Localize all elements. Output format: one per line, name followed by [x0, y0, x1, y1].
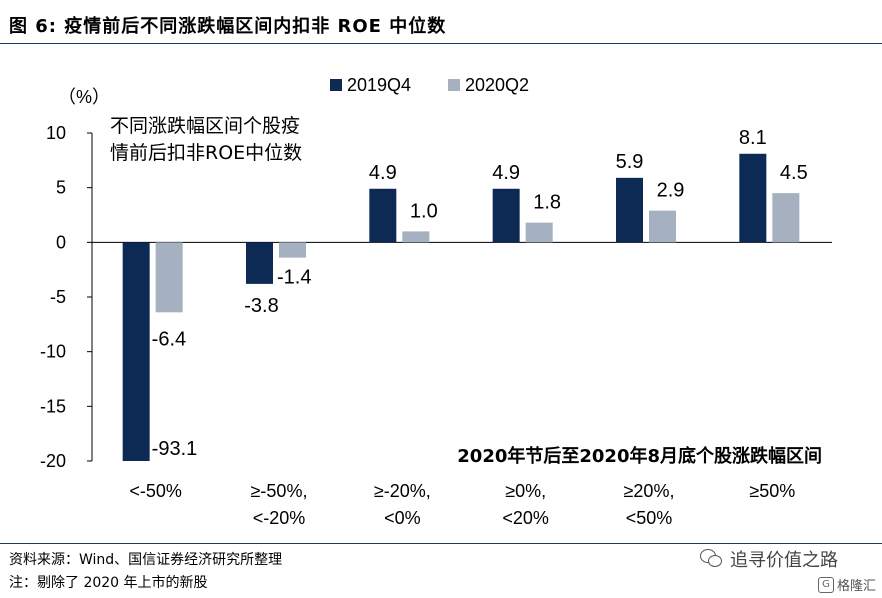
labels-layer: -93.1 -3.8 4.9 4.9 5.9 8.1 -6.4 -1.4 1.0 1.8 2.9 4.… [152, 127, 808, 460]
data-label-2020Q2-2: 1.0 [410, 200, 438, 222]
bar-2019Q4-5 [739, 153, 767, 243]
bars-layer [122, 153, 800, 461]
bar-2020Q2-5 [772, 193, 800, 243]
bar-2020Q2-1 [279, 242, 306, 258]
data-label-2020Q2-4: 2.9 [657, 180, 685, 202]
chart-annotation-bottom: 2020年节后至2020年8月底个股涨跌幅区间 [457, 445, 822, 467]
gelonghui-logo-icon: G [817, 576, 834, 593]
y-tick-label: -20 [40, 451, 66, 471]
y-tick-label: -15 [40, 396, 66, 416]
x-category-label-2: <0% [384, 508, 421, 528]
bar-2020Q2-0 [155, 242, 183, 313]
data-label-2019Q4-0: -93.1 [152, 438, 198, 460]
data-label-2019Q4-4: 5.9 [616, 151, 644, 173]
legend: 2019Q4 2020Q2 [330, 75, 529, 95]
annotation-line-0: 不同涨跌幅区间个股疫 [110, 115, 300, 137]
legend-swatch-2020Q2 [448, 79, 460, 91]
watermark-secondary: G 格隆汇 [817, 575, 876, 594]
data-label-2020Q2-0: -6.4 [152, 328, 186, 350]
y-tick-label: 0 [56, 232, 66, 252]
x-category-label-4: ≥20%, [624, 481, 675, 501]
y-tick-label: -5 [50, 287, 66, 307]
source-note: 资料来源：Wind、国信证券经济研究所整理 [9, 552, 283, 568]
bar-2019Q4-3 [492, 188, 520, 243]
data-label-2019Q4-5: 8.1 [739, 127, 767, 149]
x-category-label-5: ≥50% [749, 481, 795, 501]
data-label-2019Q4-3: 4.9 [492, 162, 520, 184]
x-category-label-2: ≥-20%, [374, 481, 431, 501]
data-label-2019Q4-1: -3.8 [244, 295, 278, 317]
bar-2020Q2-3 [525, 222, 553, 243]
watermark-text: 追寻价值之路 [730, 550, 838, 571]
data-label-2020Q2-1: -1.4 [277, 267, 311, 289]
watermark-secondary-text: 格隆汇 [836, 579, 876, 594]
y-tick-label: 5 [56, 178, 66, 198]
x-category-label-3: ≥0%, [505, 481, 546, 501]
bar-2020Q2-4 [649, 210, 676, 243]
wechat-icon [700, 549, 724, 569]
x-category-label-4: <50% [626, 508, 673, 528]
bar-2019Q4-0 [122, 242, 150, 461]
y-unit-label: （%） [58, 87, 110, 107]
bar-chart: 10 5 0 -5 -10 -15 -20 <-50% ≥-50%, <-20% ≥-20%, <0%… [40, 75, 832, 528]
legend-label-2019Q4: 2019Q4 [347, 75, 411, 95]
legend-swatch-2019Q4 [330, 79, 342, 91]
bottom-rule [0, 543, 882, 544]
bar-2019Q4-1 [246, 242, 273, 284]
y-tick-label: -10 [40, 342, 66, 362]
bar-2019Q4-4 [616, 177, 643, 243]
bar-2019Q4-2 [369, 188, 397, 243]
data-label-2019Q4-2: 4.9 [369, 162, 397, 184]
top-rule [0, 43, 882, 44]
y-tick-label: 10 [46, 123, 66, 143]
data-label-2020Q2-3: 1.8 [533, 192, 561, 214]
watermark: 追寻价值之路 [700, 546, 838, 572]
bar-2020Q2-2 [402, 231, 430, 243]
x-category-label-3: <20% [502, 508, 549, 528]
chart-annotation-top: 不同涨跌幅区间个股疫情前后扣非ROE中位数 [110, 115, 302, 164]
x-category-label-1: <-20% [253, 508, 306, 528]
legend-label-2020Q2: 2020Q2 [465, 75, 529, 95]
data-label-2020Q2-5: 4.5 [780, 162, 808, 184]
footnote: 注：剔除了 2020 年上市的新股 [9, 575, 208, 591]
annotation-line-1: 情前后扣非ROE中位数 [110, 142, 302, 164]
x-category-label-0: <-50% [129, 481, 182, 501]
figure-title: 图 6: 疫情前后不同涨跌幅区间内扣非 ROE 中位数 [9, 16, 447, 37]
x-category-label-1: ≥-50%, [251, 481, 308, 501]
axis-layer: 10 5 0 -5 -10 -15 -20 <-50% ≥-50%, <-20% ≥-20%, <0%… [40, 123, 832, 528]
